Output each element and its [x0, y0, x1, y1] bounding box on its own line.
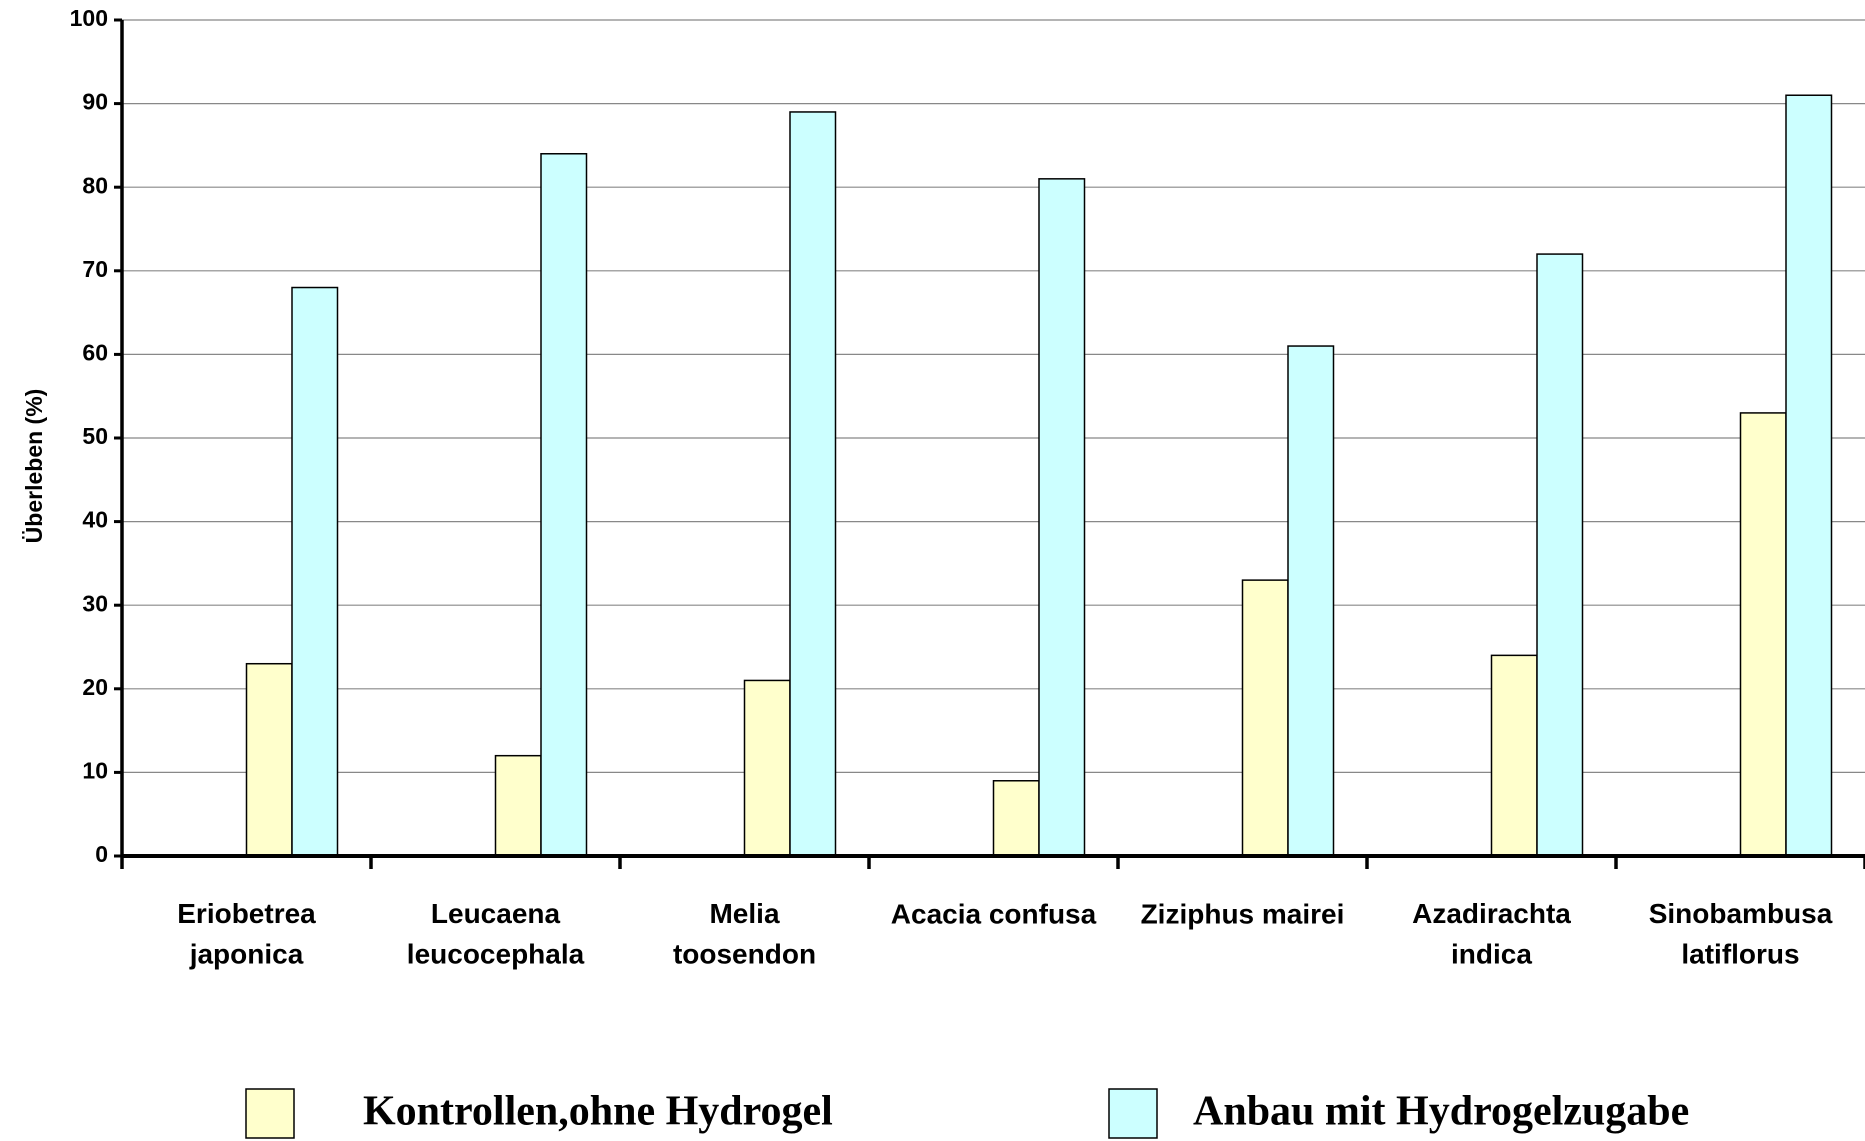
x-tick-label: Acacia confusa	[891, 898, 1097, 929]
y-tick-label: 70	[82, 256, 108, 282]
bar	[291, 286, 339, 857]
bar	[992, 780, 1040, 857]
x-tick-label: Eriobetrea japonica	[177, 898, 316, 970]
bar	[1490, 654, 1538, 857]
y-tick-label: 100	[70, 5, 108, 31]
legend-swatch	[245, 1088, 295, 1139]
bar	[494, 754, 542, 857]
y-tick-label: 80	[82, 172, 108, 198]
x-tick-label: Leucaena leucocephala	[407, 898, 585, 970]
bar	[245, 662, 293, 857]
bar	[1536, 253, 1584, 857]
x-tick-label: Ziziphus mairei	[1141, 898, 1345, 929]
y-tick-label: 40	[82, 507, 108, 533]
legend-label: Kontrollen,ohne Hydrogel	[363, 1089, 833, 1135]
x-tick-label: Sinobambusa latiflorus	[1649, 898, 1833, 970]
x-tick-label: Azadirachta indica	[1412, 898, 1571, 970]
y-tick-label: 0	[95, 841, 108, 867]
bar	[1241, 579, 1289, 857]
bar	[1038, 178, 1086, 857]
legend-label: Anbau mit Hydrogelzugabe	[1193, 1089, 1689, 1135]
bar	[1287, 345, 1335, 857]
y-axis-label: Überleben (%)	[21, 389, 47, 544]
y-tick-label: 10	[82, 757, 108, 783]
y-tick-label: 20	[82, 674, 108, 700]
y-tick-label: 30	[82, 590, 108, 616]
y-tick-label: 90	[82, 89, 108, 115]
y-tick-label: 60	[82, 339, 108, 365]
y-tick-label: 50	[82, 423, 108, 449]
legend-swatch	[1108, 1088, 1158, 1139]
bar	[743, 679, 791, 857]
bar	[789, 111, 837, 857]
bar	[540, 153, 588, 857]
bar	[1739, 412, 1787, 857]
bar	[1785, 94, 1833, 857]
x-tick-label: Melia toosendon	[673, 898, 816, 970]
